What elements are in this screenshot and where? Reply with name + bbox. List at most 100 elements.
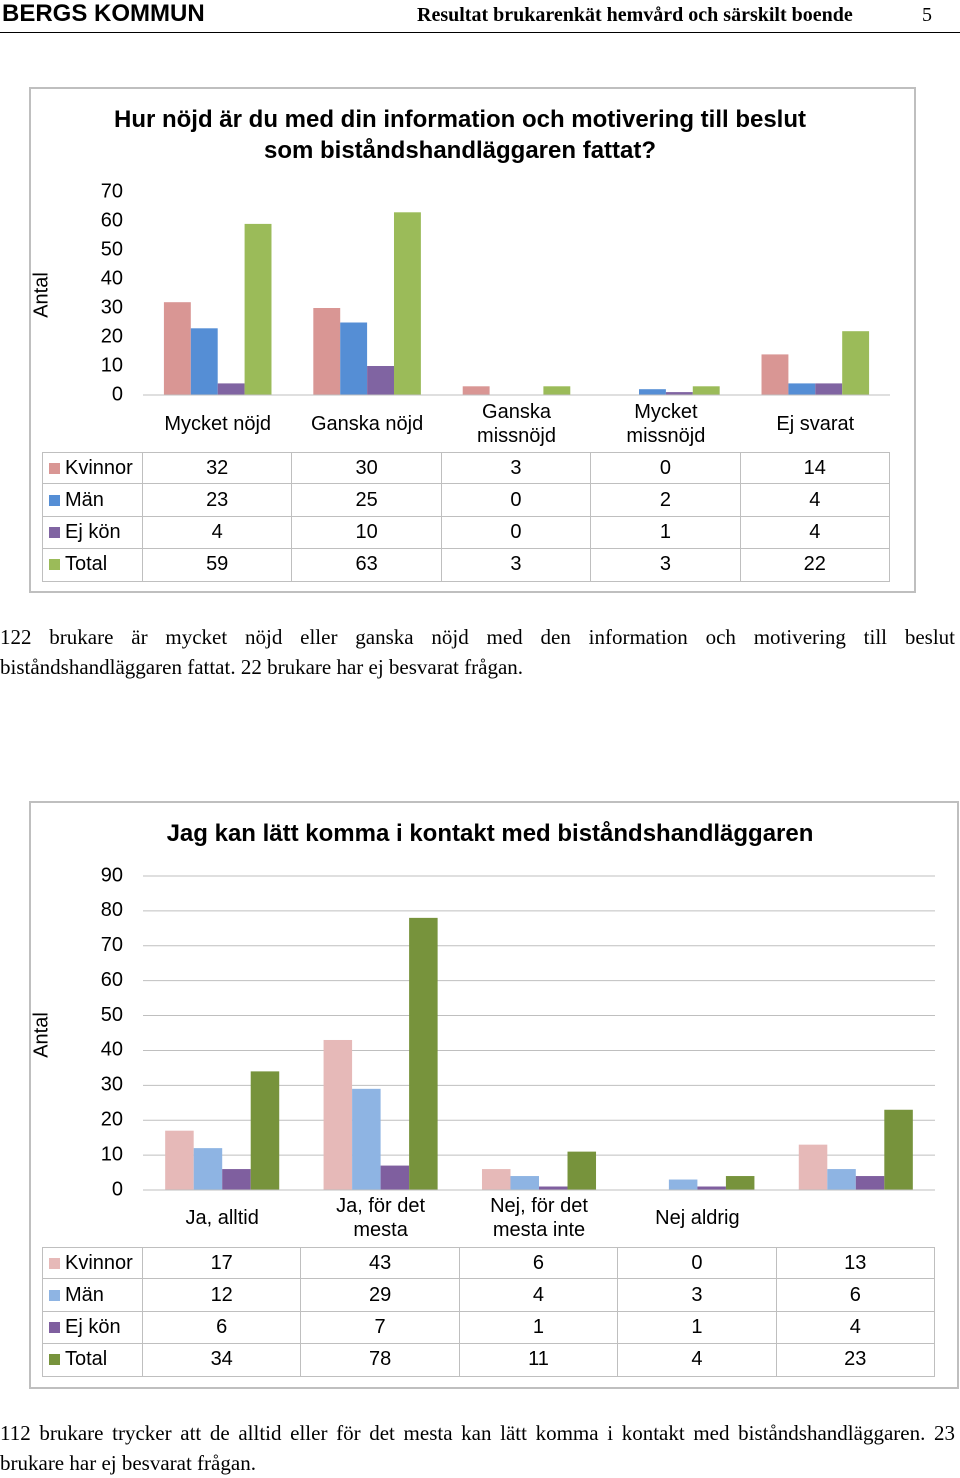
table-cell: 2 xyxy=(591,484,741,517)
bar xyxy=(393,212,421,395)
table-cell: 3 xyxy=(618,1279,777,1312)
legend-key xyxy=(49,1257,60,1269)
table-cell: 23 xyxy=(776,1344,935,1377)
table-cell: 63 xyxy=(292,549,442,582)
legend-key xyxy=(49,1289,60,1301)
y-tick-label: 70 xyxy=(101,180,123,202)
bar xyxy=(697,1186,726,1190)
table-series-name: Total xyxy=(42,549,143,582)
y-tick-label: 10 xyxy=(101,354,123,376)
bar xyxy=(222,1169,251,1190)
legend-key xyxy=(49,494,60,506)
chart-frame xyxy=(29,87,916,593)
bar xyxy=(543,386,571,395)
table-cell: 4 xyxy=(776,1311,935,1345)
bar xyxy=(462,386,490,395)
bar xyxy=(165,1130,194,1190)
bar xyxy=(798,1144,828,1190)
table-cell: 3 xyxy=(441,452,592,485)
y-tick-label: 30 xyxy=(101,296,123,318)
y-tick-label: 10 xyxy=(101,1143,123,1165)
table-cell: 23 xyxy=(143,484,293,517)
table-series-name: Total xyxy=(42,1344,143,1377)
bar xyxy=(639,389,666,395)
bar xyxy=(481,1169,511,1190)
bar xyxy=(884,1109,913,1190)
table-cell: 0 xyxy=(441,484,592,517)
category-label: Ja, för det mesta xyxy=(336,1195,426,1241)
bar xyxy=(193,1148,223,1190)
bar xyxy=(250,1071,280,1190)
y-axis-label: Antal xyxy=(30,1012,52,1058)
table-cell: 32 xyxy=(143,452,293,485)
category-label xyxy=(791,1192,921,1244)
table-series-name: Ej kön xyxy=(42,1311,143,1345)
legend-label: Ej kön xyxy=(65,520,121,543)
table-cell: 4 xyxy=(459,1279,619,1312)
y-tick-label: 50 xyxy=(101,1004,123,1026)
header-rule xyxy=(0,32,960,33)
table-cell: 4 xyxy=(143,516,293,550)
table-cell: 0 xyxy=(618,1247,777,1280)
y-tick-label: 30 xyxy=(101,1074,123,1096)
table-cell: 14 xyxy=(740,452,890,485)
bar xyxy=(827,1169,856,1190)
table-cell: 29 xyxy=(301,1279,460,1312)
bar xyxy=(163,302,191,395)
chart-title: Hur nöjd är du med din information och m… xyxy=(113,106,806,164)
bar xyxy=(668,1179,698,1190)
legend-label: Kvinnor xyxy=(65,1251,133,1274)
table-series-name: Män xyxy=(42,484,143,517)
table-cell: 25 xyxy=(292,484,442,517)
table-series-name: Ej kön xyxy=(42,516,143,550)
table-cell: 6 xyxy=(776,1279,935,1312)
table-cell: 1 xyxy=(459,1311,619,1345)
bar xyxy=(665,392,693,395)
category-label: Ganska nöjd xyxy=(310,413,424,435)
bar xyxy=(352,1088,381,1190)
table-cell: 3 xyxy=(441,549,592,582)
bar xyxy=(692,386,720,395)
category-label: Ej svarat xyxy=(776,413,855,435)
page-number: 5 xyxy=(922,4,932,26)
bar xyxy=(380,1165,410,1190)
table-cell: 6 xyxy=(459,1247,619,1280)
legend-label: Total xyxy=(65,1348,108,1371)
table-series-name: Män xyxy=(42,1279,143,1312)
table-cell: 30 xyxy=(292,452,442,485)
legend-key xyxy=(49,462,60,474)
table-cell: 34 xyxy=(143,1344,302,1377)
paragraph: 122 brukare är mycket nöjd eller ganska … xyxy=(0,625,955,679)
table-cell: 7 xyxy=(301,1311,460,1345)
legend-key xyxy=(49,1321,60,1333)
chart-frame xyxy=(29,801,959,1389)
category-label: Ja, alltid xyxy=(185,1207,259,1229)
table-cell: 0 xyxy=(441,516,592,550)
bar xyxy=(567,1151,597,1190)
bar xyxy=(788,383,816,395)
category-label: Mycket missnöjd xyxy=(626,401,706,447)
y-tick-label: 0 xyxy=(112,383,123,405)
table-cell: 12 xyxy=(143,1279,302,1312)
y-tick-label: 0 xyxy=(112,1178,123,1200)
table-series-name: Kvinnor xyxy=(42,1247,143,1280)
legend-label: Total xyxy=(65,553,108,576)
bar xyxy=(725,1176,755,1190)
y-tick-label: 60 xyxy=(101,209,123,231)
bar xyxy=(539,1186,568,1190)
bar xyxy=(244,223,272,395)
bar xyxy=(217,383,245,395)
legend-key xyxy=(49,526,60,538)
y-tick-label: 50 xyxy=(101,238,123,260)
y-tick-label: 40 xyxy=(101,1039,123,1061)
bar xyxy=(340,322,368,395)
legend-label: Ej kön xyxy=(65,1315,121,1338)
bar xyxy=(842,331,870,395)
bar xyxy=(323,1039,353,1190)
table-cell: 4 xyxy=(618,1344,777,1377)
y-tick-label: 70 xyxy=(101,934,123,956)
category-label: Mycket nöjd xyxy=(164,413,272,435)
bar xyxy=(313,308,341,395)
